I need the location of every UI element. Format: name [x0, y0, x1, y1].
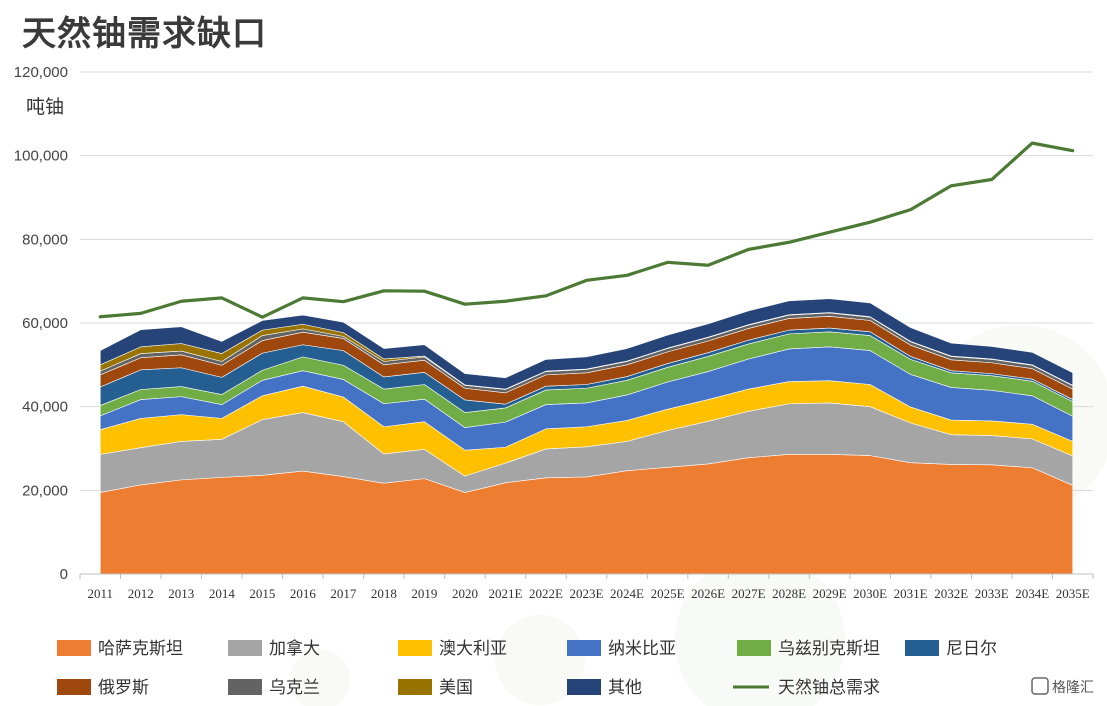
- legend-label: 尼日尔: [946, 639, 997, 659]
- area-series: [99, 298, 1074, 390]
- total-demand-line: [98, 141, 1075, 319]
- y-tick-label: 0: [60, 566, 68, 583]
- legend-swatch: [567, 679, 601, 695]
- y-tick-label: 120,000: [14, 64, 68, 81]
- legend-item: 尼日尔: [905, 639, 997, 659]
- legend-swatch: [57, 640, 91, 656]
- legend-item: 乌克兰: [228, 678, 320, 698]
- y-tick-label: 80,000: [22, 231, 68, 248]
- legend-label: 纳米比亚: [608, 639, 676, 659]
- x-tick-label: 2035E: [1056, 586, 1090, 601]
- legend-item: 澳大利亚: [398, 639, 507, 659]
- x-tick-label: 2011: [87, 586, 113, 601]
- x-tick-label: 2014: [209, 586, 236, 601]
- legend-label: 天然铀总需求: [778, 678, 880, 698]
- x-tick-label: 2018: [371, 586, 397, 601]
- x-tick-label: 2030E: [853, 586, 887, 601]
- x-tick-label: 2025E: [651, 586, 685, 601]
- legend-swatch: [228, 679, 262, 695]
- watermark-text: 格隆汇: [1052, 680, 1094, 696]
- x-tick-label: 2024E: [610, 586, 644, 601]
- y-tick-label: 20,000: [22, 482, 68, 499]
- legend-label: 俄罗斯: [98, 678, 149, 698]
- legend-item: 天然铀总需求: [733, 678, 880, 698]
- x-tick-label: 2016: [290, 586, 317, 601]
- legend-item: 俄罗斯: [57, 678, 149, 698]
- x-tick-label: 2020: [452, 586, 478, 601]
- legend-swatch: [737, 640, 771, 656]
- x-tick-label: 2032E: [934, 586, 968, 601]
- y-tick-label: 40,000: [22, 399, 68, 416]
- x-tick-label: 2033E: [975, 586, 1009, 601]
- watermark-logo-icon: [1031, 677, 1049, 695]
- legend-swatch: [398, 640, 432, 656]
- y-tick-label: 100,000: [14, 148, 68, 165]
- legend-label: 加拿大: [269, 638, 320, 659]
- x-tick-label: 2027E: [732, 586, 766, 601]
- x-tick-label: 2017: [330, 586, 357, 601]
- x-tick-label: 2023E: [570, 586, 604, 601]
- watermark: 格隆汇: [1031, 677, 1094, 696]
- legend-label: 澳大利亚: [439, 639, 507, 659]
- x-tick-label: 2029E: [813, 586, 847, 601]
- x-tick-label: 2034E: [1015, 586, 1049, 601]
- chart-title: 天然铀需求缺口: [22, 14, 267, 54]
- legend-item: 加拿大: [228, 638, 320, 659]
- legend-item: 哈萨克斯坦: [57, 639, 183, 659]
- x-tick-label: 2012: [128, 586, 154, 601]
- x-tick-label: 2013: [168, 586, 194, 601]
- legend-swatch: [398, 679, 432, 695]
- x-tick-label: 2026E: [691, 586, 725, 601]
- legend-label: 乌兹别克斯坦: [778, 639, 880, 659]
- stacked-areas: [99, 298, 1074, 575]
- x-tick-label: 2019: [411, 586, 437, 601]
- legend-swatch: [228, 640, 262, 656]
- total-demand-line-layer: [98, 141, 1075, 319]
- y-axis-label: 吨铀: [26, 96, 64, 118]
- legend-swatch: [57, 679, 91, 695]
- legend-item: 纳米比亚: [567, 639, 676, 659]
- legend-item: 美国: [398, 678, 473, 698]
- legend-swatch: [905, 640, 939, 656]
- legend-label: 哈萨克斯坦: [98, 639, 183, 659]
- x-tick-label: 2031E: [894, 586, 928, 601]
- legend-swatch: [567, 640, 601, 656]
- legend-item: 乌兹别克斯坦: [737, 639, 880, 659]
- legend-label: 乌克兰: [269, 678, 320, 698]
- legend-label: 美国: [439, 678, 473, 698]
- x-tick-label: 2021E: [488, 586, 522, 601]
- x-tick-label: 2022E: [529, 586, 563, 601]
- axes: 0 20,000 40,000 60,000 80,000 100,000 120,000 2…: [14, 64, 1094, 601]
- x-tick-label: 2028E: [772, 586, 806, 601]
- legend-label: 其他: [608, 678, 642, 698]
- x-tick-label: 2015: [249, 586, 275, 601]
- y-tick-label: 60,000: [22, 315, 68, 332]
- legend-item: 其他: [567, 678, 642, 698]
